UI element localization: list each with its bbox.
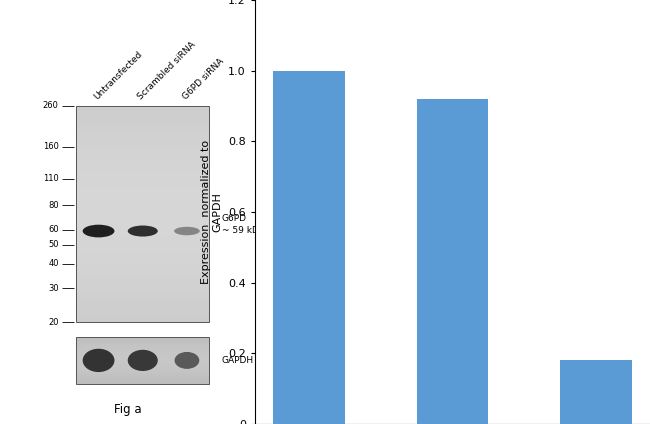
Bar [77,268,209,273]
Ellipse shape [127,226,158,237]
Bar [77,351,209,354]
Text: 260: 260 [43,101,58,111]
Text: 60: 60 [48,225,58,234]
Bar [77,139,209,144]
Bar [77,342,209,344]
Bar [77,257,209,263]
Bar [77,165,209,171]
Bar [77,214,209,220]
Y-axis label: Expression  normalized to
GAPDH: Expression normalized to GAPDH [201,140,222,284]
Bar [77,349,209,351]
Bar [77,360,209,363]
Bar [77,236,209,241]
Text: Scrambled siRNA: Scrambled siRNA [136,40,198,102]
Text: 80: 80 [48,201,58,210]
Bar [77,128,209,133]
Bar [77,295,209,301]
Bar [77,379,209,382]
Bar [77,382,209,384]
Bar [77,285,209,290]
Bar [77,374,209,377]
Bar [77,149,209,155]
Text: 160: 160 [43,142,58,151]
Bar [77,155,209,160]
Ellipse shape [174,227,200,235]
Bar [77,192,209,198]
Bar [77,230,209,236]
Bar [77,337,209,339]
Bar [77,346,209,349]
Bar [77,354,209,356]
Bar [77,106,209,322]
Bar [77,279,209,285]
Bar [77,144,209,149]
Ellipse shape [175,352,200,369]
Bar [77,204,209,209]
Bar [417,99,488,424]
Bar [77,246,209,252]
Text: Fig a: Fig a [114,402,141,416]
Bar [77,273,209,279]
Bar [273,71,344,424]
Bar [77,122,209,128]
Bar [77,187,209,192]
Bar [560,360,632,424]
Bar [77,112,209,117]
Bar [77,356,209,358]
Ellipse shape [83,349,114,372]
Text: G6PD siRNA: G6PD siRNA [181,57,226,102]
Text: 20: 20 [48,318,58,327]
Bar [77,117,209,122]
Bar [77,198,209,204]
Bar [77,241,209,247]
Bar [77,171,209,176]
Bar [77,290,209,295]
Bar [77,306,209,311]
Ellipse shape [83,225,114,237]
Bar [77,337,209,384]
Bar [77,106,209,112]
Bar [77,370,209,372]
Bar [77,377,209,379]
Bar [77,160,209,165]
Text: G6PD
~ 59 kDa: G6PD ~ 59 kDa [222,214,264,235]
Bar [77,365,209,367]
Bar [77,252,209,257]
Text: Untransfected: Untransfected [92,50,144,102]
Bar [77,176,209,181]
Bar [77,263,209,268]
Text: 50: 50 [48,240,58,249]
Bar [77,363,209,365]
Bar [77,317,209,322]
Bar [77,220,209,225]
Bar [77,312,209,317]
Bar [77,209,209,214]
Text: 40: 40 [48,259,58,268]
Bar [77,133,209,138]
Bar [77,225,209,230]
Bar [77,358,209,360]
Text: 110: 110 [43,174,58,183]
Text: GAPDH: GAPDH [222,356,254,365]
Bar [77,301,209,306]
Bar [77,367,209,370]
Ellipse shape [127,350,158,371]
Bar [77,339,209,342]
Bar [77,344,209,346]
Text: 30: 30 [48,284,58,293]
Bar [77,181,209,187]
Bar [77,372,209,374]
